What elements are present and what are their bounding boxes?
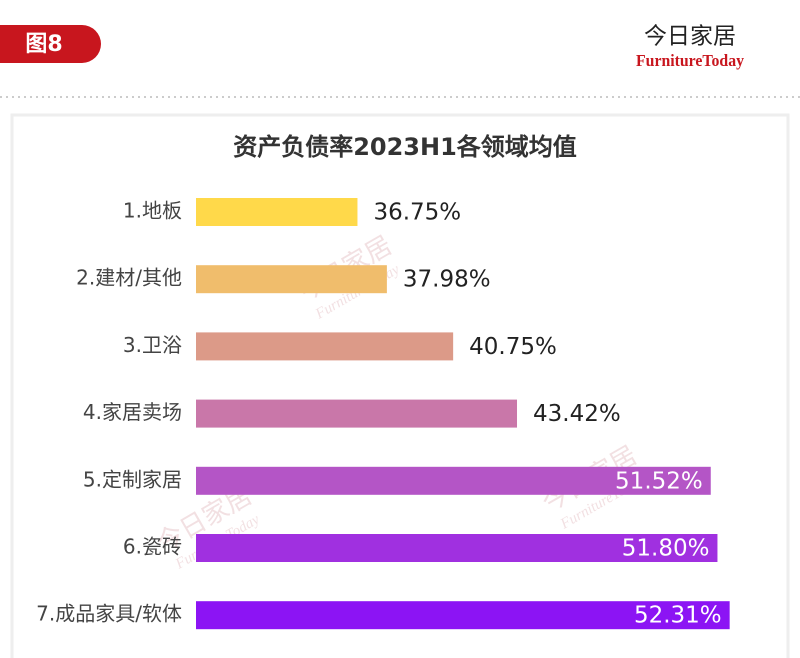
category-label: 6.瓷砖 [123, 535, 182, 559]
value-label: 52.31% [634, 603, 722, 629]
bar [196, 332, 454, 361]
category-label: 3.卫浴 [123, 333, 182, 357]
bar [196, 601, 730, 630]
badge-text: 图8 [25, 32, 62, 57]
value-label: 36.75% [373, 200, 461, 226]
chart-title: 资产负债率2023H1各领域均值 [233, 133, 577, 161]
logo-en: FurnitureToday [636, 51, 744, 70]
card [10, 113, 790, 658]
value-label: 51.52% [615, 468, 703, 494]
category-label: 5.定制家居 [83, 467, 182, 491]
bar [196, 265, 387, 294]
bar [196, 466, 711, 495]
badge [0, 25, 101, 63]
bar [196, 198, 358, 226]
bar [196, 399, 518, 428]
value-label: 51.80% [622, 536, 710, 562]
category-label: 4.家居卖场 [83, 400, 182, 424]
value-label: 37.98% [403, 267, 491, 293]
logo-cn: 今日家居 [644, 24, 736, 50]
category-label: 7.成品家具/软体 [36, 602, 182, 626]
category-label: 1.地板 [123, 199, 182, 223]
category-label: 2.建材/其他 [76, 266, 182, 290]
value-label: 40.75% [469, 334, 557, 360]
bar [196, 534, 718, 562]
plot: 1.地板 36.75% 2.建材/其他 37.98% 3.卫浴 40.75% 4.家居卖场 4… [36, 198, 730, 630]
value-label: 43.42% [533, 401, 621, 427]
